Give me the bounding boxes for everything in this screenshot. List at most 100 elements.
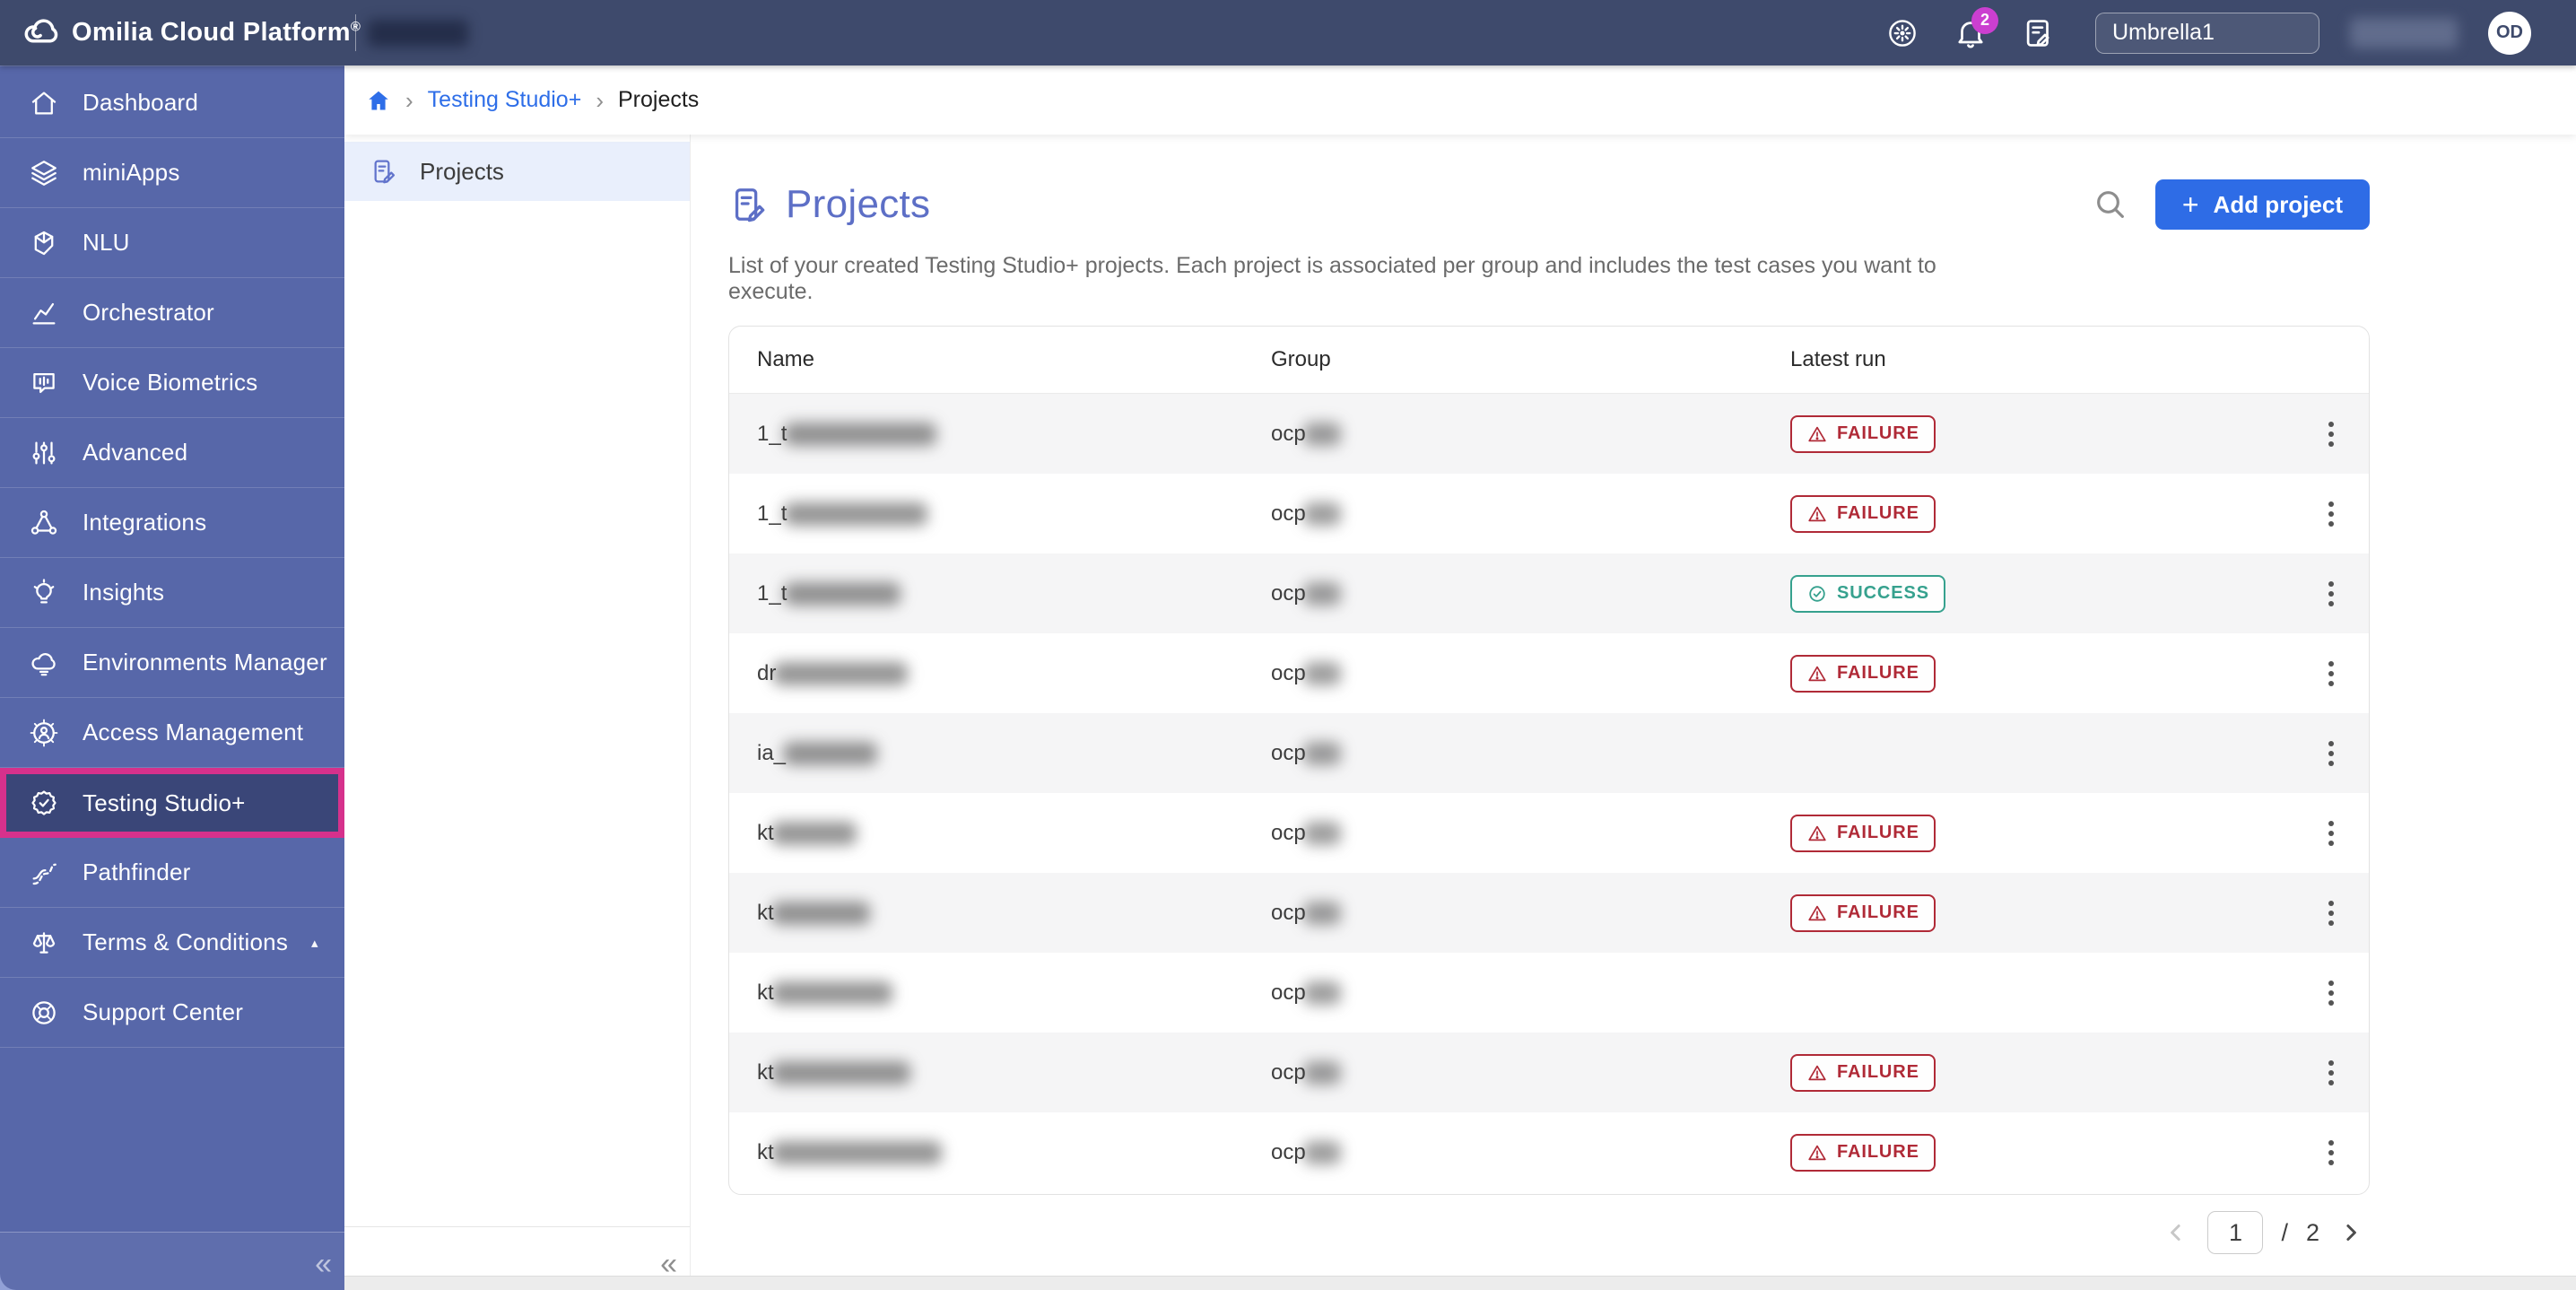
row-menu-button[interactable] [2293, 793, 2369, 873]
topbar-actions: 2 Umbrella1 OD [1884, 0, 2531, 65]
sidebar-item-testing-studio[interactable]: Testing Studio+ [0, 768, 344, 838]
column-header-group: Group [1271, 347, 1331, 371]
status-badge-failure: FAILURE [1790, 1133, 1936, 1172]
sidebar-item-insights[interactable]: Insights [0, 558, 344, 628]
advanced-icon [29, 438, 59, 468]
table-row[interactable]: kt ocp FAILURE [729, 873, 2369, 953]
sidebar-collapse-button[interactable]: « [315, 1247, 332, 1281]
testing-studio-icon [29, 788, 59, 818]
project-group: ocp [1271, 1139, 1306, 1164]
redacted-text [1302, 981, 1341, 1005]
redacted-text [773, 661, 909, 685]
sidebar-item-miniapps[interactable]: miniApps [0, 138, 344, 208]
row-menu-button[interactable] [2293, 474, 2369, 553]
project-name: 1_t [757, 580, 788, 606]
table-row[interactable]: kt ocp FAILURE [729, 1033, 2369, 1112]
row-menu-button[interactable] [2293, 1033, 2369, 1112]
redacted-text [770, 821, 857, 845]
sidebar-item-nlu[interactable]: NLU [0, 208, 344, 278]
sidebar-item-terms-conditions[interactable]: Terms & Conditions ▴ [0, 908, 344, 978]
row-menu-button[interactable] [2293, 873, 2369, 953]
latest-run-cell: FAILURE [1790, 654, 2293, 693]
latest-run-cell: FAILURE [1790, 1053, 2293, 1092]
secondary-sidebar: Projects « [344, 135, 691, 1290]
subnav-collapse-button[interactable]: « [660, 1247, 677, 1281]
project-name: kt [757, 820, 774, 845]
sidebar-nav: Dashboard miniApps NLU Orchestrator Voic… [0, 65, 344, 1048]
project-name: kt [757, 900, 774, 925]
sidebar-item-voice-biometrics[interactable]: Voice Biometrics [0, 348, 344, 418]
latest-run-cell: FAILURE [1790, 1133, 2293, 1172]
breadcrumb: › Testing Studio+ › Projects [344, 65, 2576, 135]
row-menu-button[interactable] [2293, 633, 2369, 713]
table-row[interactable]: 1_t ocp FAILURE [729, 474, 2369, 553]
breadcrumb-home-icon[interactable] [366, 88, 391, 113]
table-row[interactable]: ia_ ocp [729, 713, 2369, 793]
row-menu-button[interactable] [2293, 713, 2369, 793]
sidebar-item-access-management[interactable]: Access Management [0, 698, 344, 768]
row-menu-button[interactable] [2293, 1112, 2369, 1192]
status-badge-success: SUCCESS [1790, 574, 1945, 613]
avatar[interactable]: OD [2488, 11, 2531, 55]
next-page-button[interactable] [2337, 1219, 2364, 1246]
project-doc-icon [370, 157, 398, 186]
row-menu-button[interactable] [2293, 553, 2369, 633]
terms-icon [29, 928, 59, 958]
sidebar-item-pathfinder[interactable]: Pathfinder [0, 838, 344, 908]
current-page-box[interactable]: 1 [2207, 1211, 2264, 1254]
project-group: ocp [1271, 740, 1306, 765]
redacted-text [770, 1140, 942, 1164]
group-selector[interactable]: Umbrella1 [2095, 12, 2319, 54]
table-header: Name Group Latest run [729, 327, 2369, 394]
search-icon[interactable] [2093, 187, 2128, 222]
insights-icon [29, 578, 59, 608]
row-menu-button[interactable] [2293, 394, 2369, 474]
redacted-text [770, 901, 870, 925]
main-content: Projects + Add project List of your crea… [691, 135, 2576, 1290]
notifications-bell-icon[interactable]: 2 [1952, 6, 1998, 52]
sidebar-item-support-center[interactable]: Support Center [0, 978, 344, 1048]
table-row[interactable]: 1_t ocp SUCCESS [729, 553, 2369, 633]
project-group: ocp [1271, 1059, 1306, 1085]
total-pages: 2 [2305, 1218, 2319, 1246]
table-row[interactable]: kt ocp FAILURE [729, 793, 2369, 873]
redacted-text [1302, 1140, 1341, 1164]
sidebar-item-advanced[interactable]: Advanced [0, 418, 344, 488]
redacted-text [1302, 901, 1341, 925]
breadcrumb-separator: › [405, 86, 413, 114]
sidebar-item-dashboard[interactable]: Dashboard [0, 68, 344, 138]
redacted-text [1302, 501, 1341, 526]
project-name: 1_t [757, 501, 788, 526]
redacted-text [1302, 821, 1341, 845]
sidebar-item-integrations[interactable]: Integrations [0, 488, 344, 558]
table-row[interactable]: kt ocp FAILURE [729, 1112, 2369, 1192]
table-row[interactable]: dr ocp FAILURE [729, 633, 2369, 713]
status-badge-failure: FAILURE [1790, 414, 1936, 453]
table-row[interactable]: kt ocp [729, 953, 2369, 1033]
project-group: ocp [1271, 580, 1306, 606]
release-notes-icon[interactable] [2020, 14, 2058, 52]
topbar-divider [355, 14, 356, 51]
subnav-item-projects[interactable]: Projects [344, 142, 690, 201]
latest-run-cell: FAILURE [1790, 414, 2293, 453]
brand-title: Omilia Cloud Platform® [72, 18, 361, 47]
previous-page-button[interactable] [2163, 1219, 2189, 1246]
subnav-footer: « [344, 1226, 690, 1290]
row-menu-button[interactable] [2293, 953, 2369, 1033]
sidebar-item-environments-manager[interactable]: Environments Manager [0, 628, 344, 698]
breadcrumb-link-testing-studio[interactable]: Testing Studio+ [427, 87, 582, 112]
sidebar-item-orchestrator[interactable]: Orchestrator [0, 278, 344, 348]
system-status-icon[interactable] [1884, 14, 1921, 52]
redacted-text [1302, 581, 1341, 606]
project-name: 1_t [757, 421, 788, 446]
pathfinder-icon [29, 858, 59, 888]
column-header-name: Name [757, 347, 815, 371]
project-group: ocp [1271, 421, 1306, 446]
status-badge-failure: FAILURE [1790, 814, 1936, 852]
page-bottom-edge [344, 1276, 2576, 1290]
redacted-text [1302, 1060, 1341, 1085]
redacted-text [784, 581, 901, 606]
add-project-button[interactable]: + Add project [2154, 179, 2370, 230]
status-badge-failure: FAILURE [1790, 494, 1936, 533]
table-row[interactable]: 1_t ocp FAILURE [729, 394, 2369, 474]
